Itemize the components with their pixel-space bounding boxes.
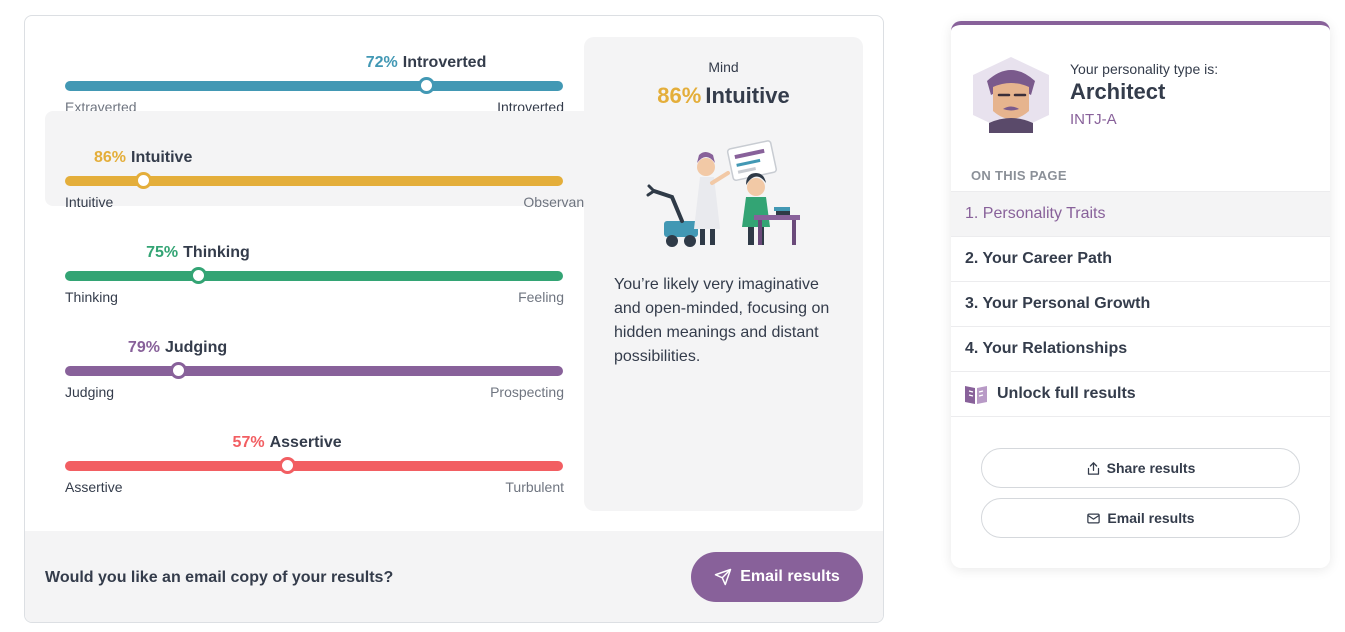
- detail-description: You’re likely very imaginative and open-…: [614, 276, 830, 365]
- trait-left-label: Judging: [65, 384, 115, 400]
- trait-percent: 75%: [146, 244, 179, 261]
- trait-name: Intuitive: [131, 149, 193, 166]
- email-results-button[interactable]: Email results: [691, 552, 863, 602]
- traits-card: 72% Introverted Extraverted Introverted 8…: [24, 15, 884, 623]
- detail-aspect: Mind: [708, 59, 739, 75]
- trait-name: Introverted: [402, 54, 487, 71]
- trait-right-label: Prospecting: [490, 384, 564, 400]
- trait-right-label: Turbulent: [505, 479, 564, 495]
- on-this-page-nav: 1. Personality Traits 2. Your Career Pat…: [951, 191, 1330, 417]
- trait-knob: [279, 457, 297, 474]
- on-this-page-heading: ON THIS PAGE: [971, 168, 1067, 183]
- trait-detail-panel: Mind 86% Intuitive: [584, 37, 863, 511]
- type-sidebar: Your personality type is: Architect INTJ…: [951, 21, 1330, 568]
- trait-bar: [65, 362, 563, 379]
- unlock-label: Unlock full results: [997, 385, 1136, 402]
- trait-row-identity[interactable]: 57% Assertive Assertive Turbulent: [25, 396, 585, 495]
- nav-item-career-path[interactable]: 2. Your Career Path: [951, 236, 1330, 281]
- trait-knob: [418, 77, 436, 94]
- trait-headline: 79% Judging: [128, 339, 227, 357]
- trait-left-label: Assertive: [65, 479, 123, 495]
- trait-percent: 72%: [365, 54, 398, 71]
- trait-headline: 86% Intuitive: [94, 149, 192, 167]
- share-results-label: Share results: [1106, 460, 1196, 476]
- nav-item-personal-growth[interactable]: 3. Your Personal Growth: [951, 281, 1330, 326]
- trait-percent: 79%: [127, 339, 160, 356]
- envelope-icon: [1087, 513, 1101, 523]
- trait-row-energy[interactable]: 86% Intuitive Intuitive Observant: [45, 111, 590, 210]
- trait-headline: 57% Assertive: [233, 434, 342, 452]
- trait-bar: [65, 457, 563, 474]
- paper-plane-icon: [714, 568, 732, 586]
- type-intro: Your personality type is:: [1070, 61, 1219, 77]
- trait-bar: [65, 267, 563, 284]
- trait-headline: 72% Introverted: [366, 54, 487, 72]
- trait-percent: 86%: [93, 149, 127, 166]
- nav-item-personality-traits[interactable]: 1. Personality Traits: [951, 191, 1330, 236]
- detail-trait: Intuitive: [705, 83, 790, 108]
- trait-right-label: Feeling: [518, 289, 564, 305]
- detail-heading: 86% Intuitive: [584, 83, 863, 109]
- sidebar-email-results-button[interactable]: Email results: [981, 498, 1300, 538]
- share-icon: [1087, 461, 1099, 475]
- nav-item-relationships[interactable]: 4. Your Relationships: [951, 326, 1330, 371]
- email-copy-question: Would you like an email copy of your res…: [45, 569, 394, 586]
- trait-bar: [65, 172, 563, 189]
- trait-knob: [189, 267, 207, 284]
- trait-left-label: Intuitive: [65, 194, 114, 210]
- trait-knob: [135, 172, 153, 189]
- architect-avatar-icon: [973, 57, 1049, 133]
- email-results-label: Email results: [740, 568, 840, 585]
- sidebar-email-results-label: Email results: [1107, 510, 1195, 526]
- open-book-icon: [965, 386, 987, 404]
- detail-percent: 86%: [657, 83, 702, 108]
- trait-name: Judging: [164, 339, 228, 356]
- type-code: INTJ-A: [1070, 111, 1117, 128]
- trait-row-mind[interactable]: 72% Introverted Extraverted Introverted: [25, 16, 585, 115]
- trait-knob: [169, 362, 187, 379]
- trait-left-label: Thinking: [65, 289, 118, 305]
- intuitive-illustration-icon: [646, 140, 800, 247]
- email-copy-bar: Would you like an email copy of your res…: [25, 531, 883, 622]
- trait-row-tactics[interactable]: 79% Judging Judging Prospecting: [25, 301, 585, 400]
- share-results-button[interactable]: Share results: [981, 448, 1300, 488]
- trait-percent: 57%: [232, 434, 265, 451]
- trait-right-label: Observant: [523, 194, 588, 210]
- type-name: Architect: [1070, 79, 1166, 104]
- trait-headline: 75% Thinking: [146, 244, 250, 262]
- nav-item-unlock-full-results[interactable]: Unlock full results: [951, 371, 1330, 417]
- trait-name: Thinking: [183, 244, 250, 261]
- trait-name: Assertive: [269, 434, 342, 451]
- trait-row-nature[interactable]: 75% Thinking Thinking Feeling: [25, 206, 585, 305]
- trait-bar: [65, 77, 563, 94]
